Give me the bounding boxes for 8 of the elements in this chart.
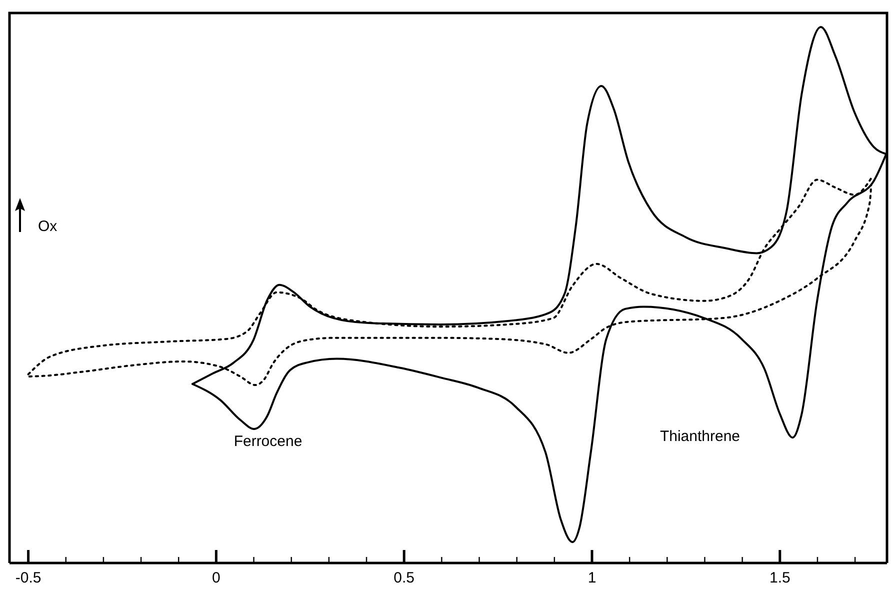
annotation: Ox bbox=[38, 218, 58, 235]
x-tick-label: -0.5 bbox=[15, 570, 42, 587]
x-tick-label: 1.5 bbox=[769, 570, 790, 587]
annotation: Ferrocene bbox=[234, 432, 302, 450]
x-tick-label: 1 bbox=[588, 570, 596, 587]
x-tick-label: 0.5 bbox=[394, 570, 415, 587]
annotation: Thianthrene bbox=[660, 428, 740, 445]
x-tick-label: 0 bbox=[212, 570, 220, 587]
